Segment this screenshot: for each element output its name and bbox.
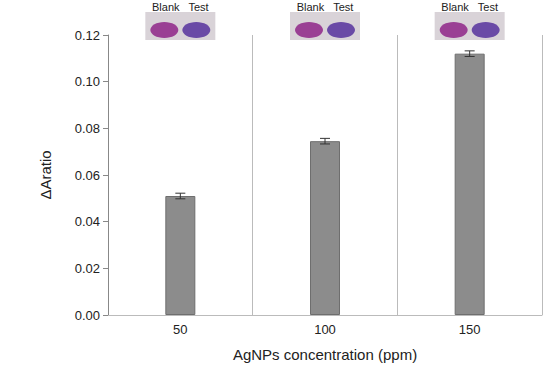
svg-text:50: 50 xyxy=(173,322,187,337)
svg-text:0.00: 0.00 xyxy=(75,308,100,323)
svg-text:0.12: 0.12 xyxy=(75,28,100,43)
svg-text:ΔAratio: ΔAratio xyxy=(37,150,54,199)
svg-text:Blank Test: Blank Test xyxy=(152,1,209,13)
svg-text:Blank Test: Blank Test xyxy=(441,1,498,13)
svg-text:0.08: 0.08 xyxy=(75,121,100,136)
svg-text:0.04: 0.04 xyxy=(75,214,100,229)
svg-text:0.10: 0.10 xyxy=(75,74,100,89)
svg-text:150: 150 xyxy=(459,322,481,337)
svg-text:100: 100 xyxy=(314,322,336,337)
svg-text:AgNPs concentration (ppm): AgNPs concentration (ppm) xyxy=(233,346,417,363)
svg-text:0.02: 0.02 xyxy=(75,261,100,276)
svg-text:0.06: 0.06 xyxy=(75,168,100,183)
svg-text:Blank Test: Blank Test xyxy=(297,1,354,13)
